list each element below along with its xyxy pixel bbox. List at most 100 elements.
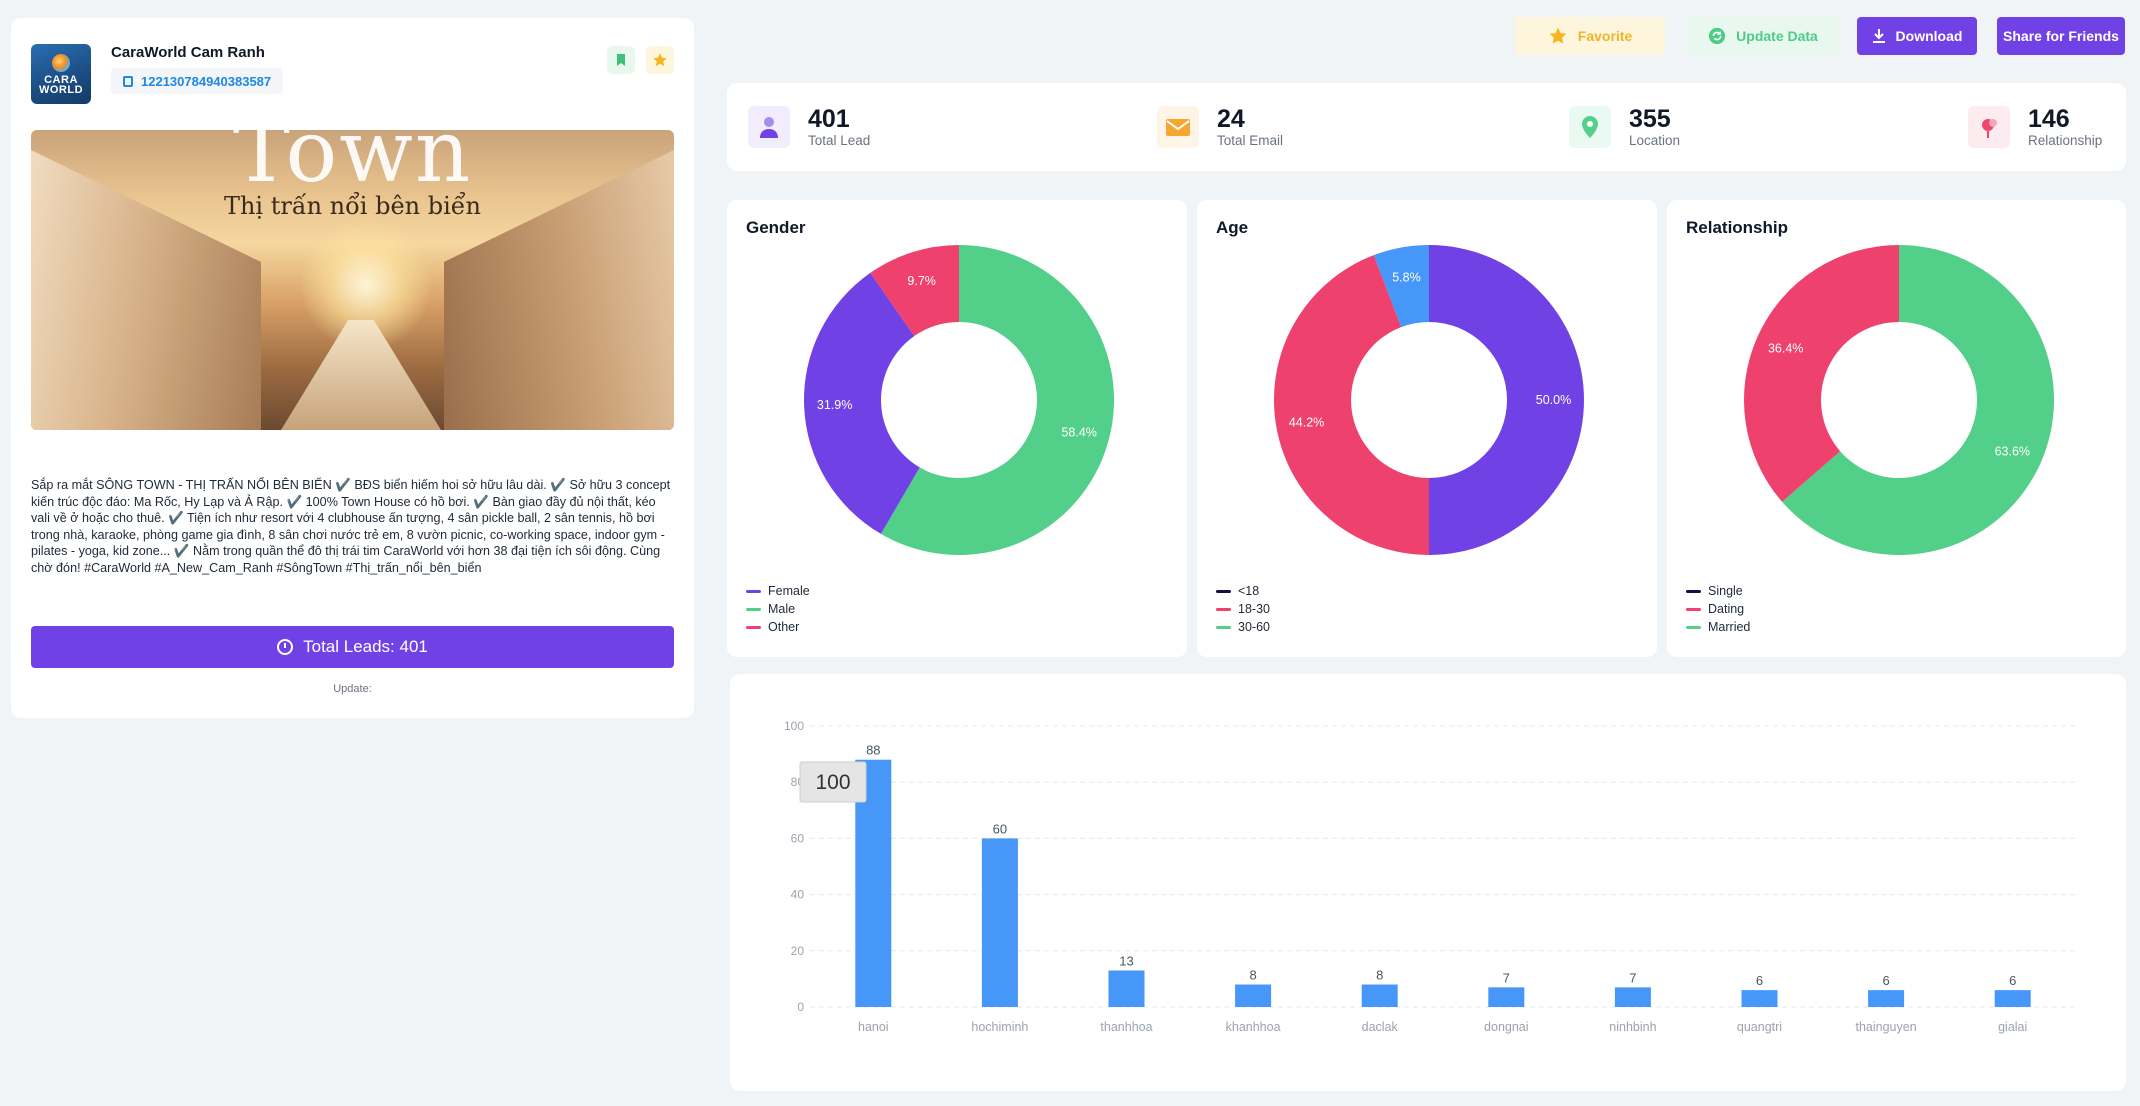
bar-hochiminh[interactable]	[981, 838, 1018, 1007]
bar-thanhhoa[interactable]	[1108, 970, 1145, 1007]
y-tick-label: 20	[791, 944, 805, 958]
legend-item[interactable]: Dating	[1686, 600, 1750, 618]
legend-item[interactable]: 18-30	[1216, 600, 1270, 618]
bar-value-label: 60	[993, 821, 1007, 836]
bar-quangtri[interactable]	[1741, 990, 1778, 1007]
stat-total-email: 24 Total Email	[1157, 102, 1283, 152]
chart-tooltip	[799, 761, 867, 803]
timer-icon	[277, 639, 294, 655]
legend-item[interactable]: Male	[746, 600, 810, 618]
chart-title: Relationship	[1686, 218, 1789, 237]
refresh-icon	[1709, 27, 1726, 45]
bar-dongnai[interactable]	[1488, 987, 1525, 1007]
legend-item[interactable]: Female	[746, 582, 810, 600]
favorite-button[interactable]: Favorite	[1515, 17, 1665, 55]
bookmark-icon	[617, 54, 625, 66]
page-id-chip[interactable]: 122130784940383587	[111, 68, 284, 94]
cover-title: Town	[232, 130, 473, 202]
age-legend: <18 18-30 30-60	[1216, 582, 1270, 636]
bar-value-label: 6	[1882, 973, 1889, 988]
legend-label: Single	[1708, 584, 1743, 598]
bar-khanhhoa[interactable]	[1235, 984, 1272, 1007]
legend-item[interactable]: Married	[1686, 618, 1750, 636]
bar-thainguyen[interactable]	[1868, 990, 1905, 1007]
gender-legend: Female Male Other	[746, 582, 810, 636]
legend-label: 30-60	[1238, 620, 1270, 634]
y-tick-label: 100	[784, 719, 804, 733]
relationship-chart-card: Relationship 63.6% 36.4% Single Dating Marr…	[1667, 200, 2126, 657]
bar-value-label: 7	[1629, 970, 1636, 985]
legend-swatch	[746, 625, 761, 629]
heart-icon	[1968, 106, 2010, 148]
donut-slice-30-60[interactable]	[1429, 245, 1584, 555]
chart-title: Gender	[746, 218, 806, 237]
bar-ninhbinh[interactable]	[1614, 987, 1651, 1007]
legend-swatch	[1216, 607, 1231, 611]
donut-slice-18-30[interactable]	[1274, 255, 1429, 555]
bar-value-label: 7	[1503, 970, 1510, 985]
x-tick-label: khanhhoa	[1226, 1020, 1281, 1034]
stat-value: 401	[808, 105, 850, 133]
stat-location: 355 Location	[1569, 102, 1680, 152]
update-label: Update:	[333, 683, 372, 695]
y-tick-label: 40	[791, 888, 805, 902]
y-tick-label: 0	[797, 1000, 804, 1014]
total-leads-button[interactable]: Total Leads: 401	[31, 626, 674, 668]
legend-swatch	[746, 607, 761, 611]
page-description: Sắp ra mắt SÔNG TOWN - THỊ TRẤN NỔI BÊN …	[31, 478, 671, 575]
donut-slice-label: 44.2%	[1289, 416, 1324, 430]
legend-item[interactable]: Single	[1686, 582, 1750, 600]
update-data-button[interactable]: Update Data	[1688, 17, 1838, 55]
donut-slice-male[interactable]	[880, 245, 1114, 555]
cover-image: Town Thị trấn nổi bên biển	[31, 130, 674, 430]
legend-item[interactable]: <18	[1216, 582, 1270, 600]
legend-label: <18	[1238, 584, 1260, 598]
gender-chart-card: Gender 58.4% 31.9% 9.7% Female Male Other	[727, 200, 1187, 657]
bar-gialai[interactable]	[1994, 990, 2031, 1007]
x-tick-label: gialai	[1998, 1020, 2027, 1034]
legend-swatch	[746, 589, 761, 593]
stat-value: 146	[2028, 105, 2070, 133]
donut-slice-other[interactable]	[870, 245, 959, 337]
location-pin-icon	[1569, 106, 1611, 148]
donut-slice-married[interactable]	[1782, 245, 2054, 555]
donut-slice-other[interactable]	[1373, 245, 1429, 328]
legend-swatch	[1216, 589, 1231, 593]
page-info-card: CARA WORLD CaraWorld Cam Ranh 1221307849…	[11, 18, 694, 718]
page-name[interactable]: CaraWorld Cam Ranh	[111, 44, 265, 61]
bar-value-label: 6	[2009, 973, 2016, 988]
location-bar-chart-card: 0 20 40 60 80 100 88 hanoi 60 hochiminh 13 thanhhoa…	[730, 674, 2126, 1091]
legend-swatch	[1686, 625, 1701, 629]
stat-total-lead: 401 Total Lead	[748, 102, 870, 152]
stat-value: 355	[1629, 105, 1671, 133]
stats-bar: 401 Total Lead 24 Total Email 355 Location …	[727, 83, 2126, 171]
bar-value-label: 88	[866, 743, 880, 758]
x-tick-label: thainguyen	[1856, 1020, 1917, 1034]
favorite-label: Favorite	[1577, 28, 1633, 44]
legend-label: 18-30	[1238, 602, 1270, 616]
star-button[interactable]	[646, 46, 674, 74]
legend-item[interactable]: Other	[746, 618, 810, 636]
donut-slice-dating[interactable]	[1744, 245, 1899, 502]
download-button[interactable]: Download	[1857, 17, 1977, 55]
x-tick-label: daclak	[1362, 1020, 1399, 1034]
legend-label: Married	[1708, 620, 1751, 634]
bookmark-button[interactable]	[607, 46, 635, 74]
x-tick-label: ninhbinh	[1609, 1020, 1656, 1034]
legend-label: Female	[768, 584, 810, 598]
download-icon	[1872, 29, 1885, 43]
share-button[interactable]: Share for Friends	[1997, 17, 2125, 55]
donut-slice-female[interactable]	[804, 272, 920, 534]
globe-icon	[52, 53, 70, 72]
legend-item[interactable]: 30-60	[1216, 618, 1270, 636]
page-id: 122130784940383587	[141, 73, 272, 89]
id-icon	[123, 75, 133, 87]
stat-value: 24	[1217, 105, 1245, 133]
donut-slice-label: 31.9%	[817, 398, 852, 412]
bar-daclak[interactable]	[1361, 984, 1398, 1007]
user-icon	[748, 106, 790, 148]
donut-slice-label: 63.6%	[1995, 445, 2030, 459]
donut-slice-label: 36.4%	[1768, 341, 1803, 355]
relationship-legend: Single Dating Married	[1686, 582, 1750, 636]
donut-slice-label: 5.8%	[1392, 271, 1421, 285]
